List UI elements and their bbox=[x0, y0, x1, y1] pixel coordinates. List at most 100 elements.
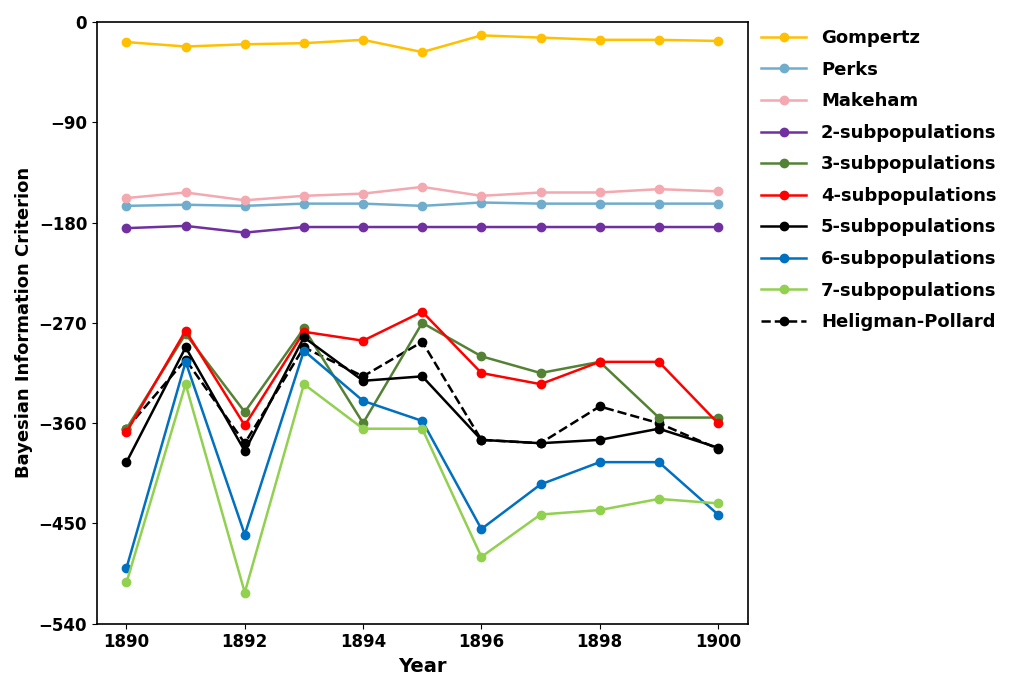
7-subpopulations bbox=[238, 588, 251, 596]
Makeham bbox=[534, 189, 546, 197]
6-subpopulations bbox=[120, 564, 132, 572]
2-subpopulations bbox=[711, 223, 723, 231]
Makeham bbox=[711, 187, 723, 196]
2-subpopulations bbox=[652, 223, 664, 231]
Line: Gompertz: Gompertz bbox=[122, 31, 721, 56]
6-subpopulations bbox=[711, 511, 723, 519]
5-subpopulations bbox=[652, 424, 664, 433]
4-subpopulations bbox=[238, 422, 251, 430]
3-subpopulations bbox=[416, 319, 428, 327]
2-subpopulations bbox=[593, 223, 605, 231]
Perks bbox=[534, 200, 546, 208]
Makeham bbox=[238, 196, 251, 205]
3-subpopulations bbox=[357, 419, 369, 427]
Gompertz bbox=[416, 48, 428, 56]
Gompertz bbox=[179, 42, 192, 50]
6-subpopulations bbox=[416, 417, 428, 425]
6-subpopulations bbox=[652, 458, 664, 466]
4-subpopulations bbox=[416, 307, 428, 316]
2-subpopulations bbox=[238, 229, 251, 237]
6-subpopulations bbox=[179, 358, 192, 366]
7-subpopulations bbox=[179, 380, 192, 388]
5-subpopulations bbox=[475, 436, 487, 444]
Line: 7-subpopulations: 7-subpopulations bbox=[122, 380, 721, 597]
3-subpopulations bbox=[238, 408, 251, 416]
Heligman-Pollard bbox=[179, 355, 192, 363]
Makeham bbox=[593, 189, 605, 197]
4-subpopulations bbox=[593, 358, 605, 366]
7-subpopulations bbox=[652, 495, 664, 503]
6-subpopulations bbox=[475, 525, 487, 533]
4-subpopulations bbox=[711, 419, 723, 427]
2-subpopulations bbox=[179, 222, 192, 230]
7-subpopulations bbox=[593, 506, 605, 514]
Makeham bbox=[120, 194, 132, 202]
Y-axis label: Bayesian Information Criterion: Bayesian Information Criterion bbox=[15, 167, 33, 478]
2-subpopulations bbox=[298, 223, 310, 231]
Gompertz bbox=[475, 31, 487, 39]
Line: 3-subpopulations: 3-subpopulations bbox=[122, 319, 721, 433]
Perks bbox=[711, 200, 723, 208]
Gompertz bbox=[120, 38, 132, 46]
Makeham bbox=[416, 183, 428, 191]
Line: 2-subpopulations: 2-subpopulations bbox=[122, 222, 721, 237]
Perks bbox=[298, 200, 310, 208]
Gompertz bbox=[593, 36, 605, 44]
Heligman-Pollard bbox=[534, 439, 546, 447]
Makeham bbox=[652, 185, 664, 193]
Line: 5-subpopulations: 5-subpopulations bbox=[122, 333, 721, 466]
Heligman-Pollard bbox=[711, 444, 723, 453]
Makeham bbox=[179, 189, 192, 197]
3-subpopulations bbox=[120, 424, 132, 433]
5-subpopulations bbox=[357, 377, 369, 385]
3-subpopulations bbox=[475, 352, 487, 361]
4-subpopulations bbox=[475, 369, 487, 377]
7-subpopulations bbox=[534, 511, 546, 519]
2-subpopulations bbox=[475, 223, 487, 231]
Heligman-Pollard bbox=[416, 338, 428, 346]
3-subpopulations bbox=[298, 324, 310, 332]
Line: Heligman-Pollard: Heligman-Pollard bbox=[122, 338, 721, 453]
3-subpopulations bbox=[593, 358, 605, 366]
Heligman-Pollard bbox=[593, 402, 605, 410]
3-subpopulations bbox=[711, 413, 723, 422]
5-subpopulations bbox=[298, 333, 310, 341]
7-subpopulations bbox=[475, 553, 487, 561]
6-subpopulations bbox=[298, 347, 310, 355]
5-subpopulations bbox=[179, 343, 192, 352]
6-subpopulations bbox=[357, 397, 369, 405]
Makeham bbox=[357, 189, 369, 198]
3-subpopulations bbox=[179, 330, 192, 338]
Heligman-Pollard bbox=[120, 424, 132, 433]
Gompertz bbox=[357, 36, 369, 44]
Line: 6-subpopulations: 6-subpopulations bbox=[122, 347, 721, 572]
4-subpopulations bbox=[298, 328, 310, 336]
2-subpopulations bbox=[416, 223, 428, 231]
7-subpopulations bbox=[357, 424, 369, 433]
Makeham bbox=[298, 191, 310, 200]
Makeham bbox=[475, 191, 487, 200]
Heligman-Pollard bbox=[238, 439, 251, 447]
Gompertz bbox=[238, 40, 251, 48]
Line: 4-subpopulations: 4-subpopulations bbox=[122, 307, 721, 436]
4-subpopulations bbox=[357, 337, 369, 345]
7-subpopulations bbox=[298, 380, 310, 388]
6-subpopulations bbox=[593, 458, 605, 466]
4-subpopulations bbox=[179, 327, 192, 335]
Heligman-Pollard bbox=[298, 343, 310, 352]
5-subpopulations bbox=[593, 436, 605, 444]
5-subpopulations bbox=[711, 444, 723, 452]
4-subpopulations bbox=[120, 428, 132, 436]
Perks bbox=[238, 202, 251, 210]
7-subpopulations bbox=[711, 499, 723, 507]
5-subpopulations bbox=[416, 372, 428, 381]
Gompertz bbox=[298, 39, 310, 47]
Heligman-Pollard bbox=[652, 419, 664, 427]
7-subpopulations bbox=[120, 578, 132, 587]
2-subpopulations bbox=[534, 223, 546, 231]
6-subpopulations bbox=[238, 531, 251, 539]
Perks bbox=[593, 200, 605, 208]
4-subpopulations bbox=[534, 380, 546, 388]
5-subpopulations bbox=[238, 447, 251, 455]
2-subpopulations bbox=[120, 224, 132, 232]
